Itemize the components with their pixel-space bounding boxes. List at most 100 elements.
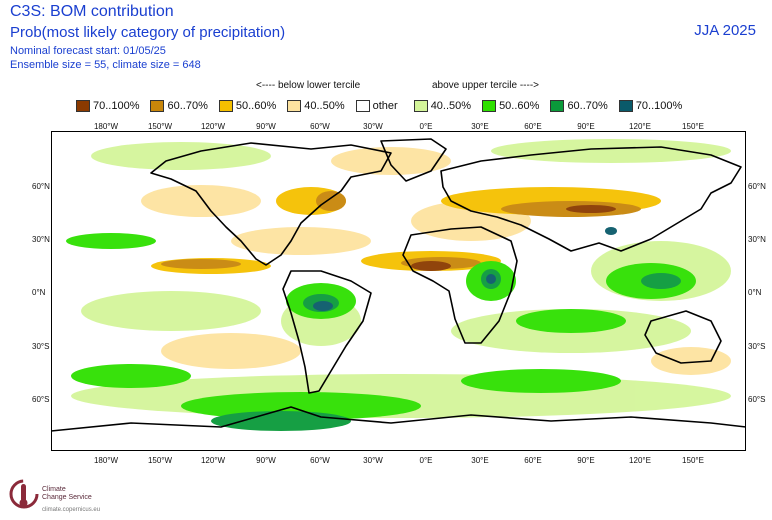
patch-pale-orange [331, 147, 451, 175]
legend-item: 40..50% [413, 100, 472, 112]
map-frame [51, 131, 746, 451]
lat-label-right: 0°N [748, 288, 762, 297]
eurasia-coast [440, 146, 742, 252]
legend-label: 60..70% [567, 100, 608, 112]
australia-coast [644, 310, 722, 364]
legend-swatch [355, 100, 370, 112]
patch-teal [313, 301, 333, 311]
lon-label-bottom: 150°E [682, 456, 704, 465]
lon-label: 90°W [256, 122, 276, 131]
ensemble-size: Ensemble size = 55, climate size = 648 [10, 59, 201, 71]
lat-label-right: 30°N [748, 235, 766, 244]
lat-label: 30°S [32, 342, 50, 351]
patch-dark-brown [566, 205, 616, 213]
legend-label: 50..60% [499, 100, 540, 112]
legend-label: 60..70% [167, 100, 208, 112]
legend-label: 70..100% [635, 100, 683, 112]
lon-label: 150°E [682, 122, 704, 131]
lat-label-right: 60°S [748, 395, 766, 404]
legend-swatch [550, 100, 565, 112]
legend-swatch [150, 100, 165, 112]
lon-label: 120°E [629, 122, 651, 131]
legend-label: other [372, 100, 398, 112]
lon-label: 0°E [419, 122, 433, 131]
legend-swatch [76, 100, 90, 112]
coastlines [51, 138, 746, 432]
below-tercile-label: <---- below lower tercile [256, 80, 361, 91]
patch-green [461, 369, 621, 393]
legend-label: 70..100% [93, 100, 140, 112]
lon-label-bottom: 90°E [577, 456, 595, 465]
lat-label: 0°N [32, 288, 46, 297]
legend-label: 40..50% [430, 100, 472, 112]
legend-swatch [218, 100, 233, 112]
chart-subtitle: Prob(most likely category of precipitati… [10, 24, 286, 41]
legend-item: 50..60% [482, 100, 539, 112]
legend-item: 50..60% [218, 100, 277, 112]
lat-label: 60°N [32, 182, 50, 191]
legend-swatch [413, 100, 428, 112]
legend-item: 70..100% [618, 100, 683, 112]
chart-title: C3S: BOM contribution [10, 3, 174, 20]
probability-patches [66, 139, 731, 431]
patch-green [71, 364, 191, 388]
lon-label: 180°W [93, 122, 119, 131]
legend-swatch [482, 100, 497, 112]
lon-label: 90°E [577, 122, 595, 131]
legend-swatch [287, 100, 302, 112]
lon-label-bottom: 150°W [147, 456, 173, 465]
antarctica-coast [51, 406, 746, 432]
patch-ochre [161, 259, 241, 269]
patch-teal [486, 274, 496, 284]
season-label: JJA 2025 [694, 22, 756, 39]
lon-label: 60°W [310, 122, 330, 131]
copernicus-logo-icon [9, 479, 39, 509]
patch-dark-green [211, 411, 351, 431]
legend-item: 40..50% [287, 100, 345, 112]
lon-label: 60°E [524, 122, 542, 131]
above-tercile-label: above upper tercile ----> [432, 80, 539, 91]
logo-line-2: Change Service [42, 494, 92, 501]
lon-label-bottom: 60°W [310, 456, 330, 465]
logo-url: climate.copernicus.eu [42, 507, 101, 513]
world-map [51, 131, 746, 451]
lon-label-bottom: 0°E [419, 456, 433, 465]
africa-coast [402, 226, 518, 344]
patch-pale-orange [161, 333, 301, 369]
south-america-coast [282, 270, 372, 394]
legend-swatch [618, 100, 633, 112]
patch-pale-orange [651, 347, 731, 375]
legend-item: 60..70% [550, 100, 608, 112]
lon-label: 30°W [363, 122, 383, 131]
patch-light-green [491, 139, 731, 163]
lat-label-right: 30°S [748, 342, 766, 351]
lon-label: 30°E [471, 122, 489, 131]
lon-label-bottom: 30°E [471, 456, 489, 465]
greenland-coast [380, 138, 447, 182]
patch-green [516, 309, 626, 333]
lon-label-bottom: 180°W [93, 456, 119, 465]
lon-label-bottom: 120°E [629, 456, 651, 465]
lon-label-bottom: 30°W [363, 456, 383, 465]
lon-label: 150°W [147, 122, 173, 131]
north-america-coast [150, 142, 392, 266]
legend-label: 40..50% [304, 100, 345, 112]
lat-label: 60°S [32, 395, 50, 404]
forecast-start: Nominal forecast start: 01/05/25 [10, 45, 166, 57]
patch-light-green [81, 291, 261, 331]
legend: 70..100% 60..70% 50..60% 40..50% other 4… [76, 100, 693, 112]
legend-item: 70..100% [76, 100, 139, 112]
lon-label-bottom: 60°E [524, 456, 542, 465]
patch-ochre [316, 191, 346, 211]
lon-label-bottom: 90°W [256, 456, 276, 465]
patch-dark-green [641, 273, 681, 289]
patch-green [66, 233, 156, 249]
patch-pale-orange [231, 227, 371, 255]
lat-label-right: 60°N [748, 182, 766, 191]
legend-item: other [355, 100, 398, 112]
legend-label: 50..60% [235, 100, 277, 112]
legend-item: 60..70% [150, 100, 208, 112]
lat-label: 30°N [32, 235, 50, 244]
patch-teal [605, 227, 617, 235]
logo-text: Climate Change Service [42, 486, 92, 502]
